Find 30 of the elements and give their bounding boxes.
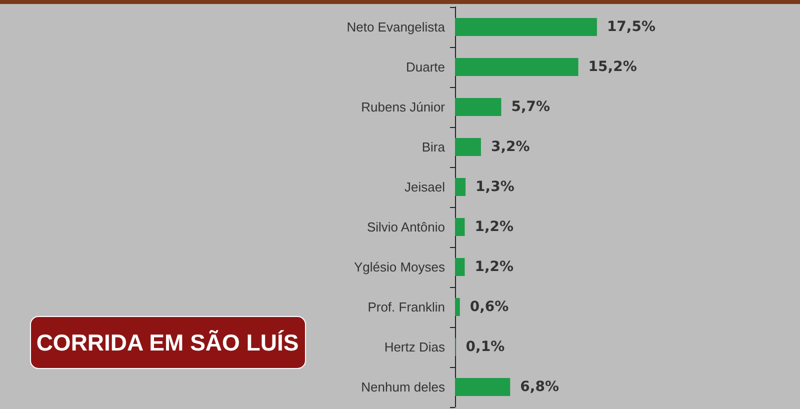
- y-tick-label: Jeisael: [404, 180, 446, 194]
- bar: [455, 218, 465, 236]
- data-label: 5,7%: [511, 99, 550, 115]
- data-label: 15,2%: [588, 59, 637, 75]
- y-tick-label: Nenhum deles: [361, 380, 446, 394]
- y-tick-label: Hertz Dias: [384, 340, 446, 354]
- bar: [455, 258, 465, 276]
- y-tick-label: Rubens Júnior: [361, 100, 446, 114]
- data-label: 6,8%: [520, 379, 559, 395]
- data-label: 0,6%: [470, 299, 509, 315]
- y-tick-label: Yglésio Moyses: [354, 260, 446, 274]
- bar: [455, 98, 502, 116]
- y-tick-label: Silvio Antônio: [366, 220, 445, 234]
- data-label: 1,3%: [476, 179, 514, 195]
- text: CORRIDA EM SÃO LUÍS: [36, 330, 299, 356]
- bar: [455, 178, 466, 196]
- bar: [455, 378, 510, 396]
- bar: [455, 18, 597, 36]
- bar: [455, 298, 460, 316]
- y-tick-label: Neto Evangelista: [346, 20, 446, 34]
- y-tick-label: Prof. Franklin: [368, 300, 445, 314]
- data-label: 0,1%: [466, 339, 505, 355]
- data-label: 1,2%: [474, 259, 514, 275]
- y-tick-label: Duarte: [406, 60, 445, 74]
- bar: [455, 58, 578, 76]
- y-tick-label: Bira: [422, 140, 446, 154]
- data-label: 17,5%: [606, 19, 656, 35]
- data-label: 3,2%: [490, 139, 530, 155]
- data-label: 1,2%: [474, 219, 514, 235]
- bar: [455, 138, 481, 156]
